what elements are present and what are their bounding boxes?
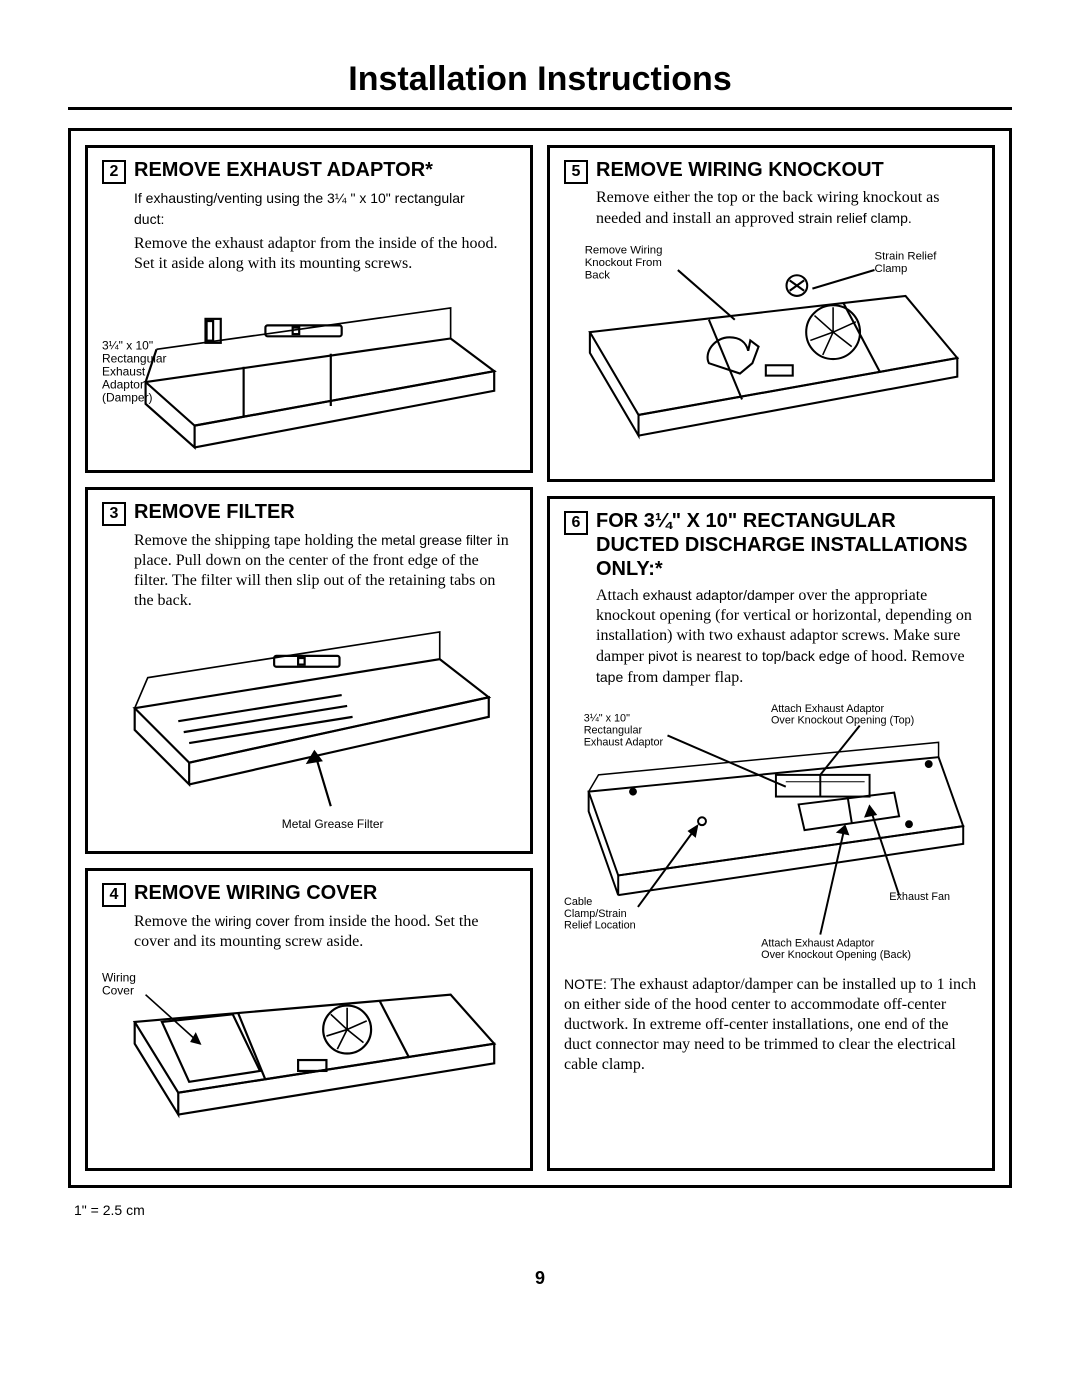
- step-3-header: 3 REMOVE FILTER: [102, 500, 516, 526]
- step-4-text-b: wiring cover: [215, 913, 290, 929]
- step-5-header: 5 REMOVE WIRING KNOCKOUT: [564, 158, 978, 184]
- step-6-number: 6: [564, 511, 588, 535]
- step-2-card: 2 REMOVE EXHAUST ADAPTOR* If exhausting/…: [85, 145, 533, 473]
- step-2-cond-a: If exhausting/venting using the 3¼: [134, 190, 346, 206]
- step-5-label-a2: Knockout From: [585, 257, 662, 269]
- left-column: 2 REMOVE EXHAUST ADAPTOR* If exhausting/…: [85, 145, 533, 1171]
- step-2-number: 2: [102, 160, 126, 184]
- step-2-label-3: Exhaust: [102, 365, 146, 379]
- step-4-body: Remove the wiring cover from inside the …: [134, 911, 516, 952]
- s6-a: Attach: [596, 587, 643, 604]
- step-4-header: 4 REMOVE WIRING COVER: [102, 881, 516, 907]
- step-3-figure: Metal Grease Filter: [102, 621, 516, 839]
- step-3-text-a: Remove the shipping tape holding the: [134, 532, 381, 549]
- step-4-figure: Wiring Cover: [102, 962, 516, 1153]
- s6-lab-bl3: Relief Location: [564, 919, 636, 931]
- step-2-body: If exhausting/venting using the 3¼ " x 1…: [134, 188, 516, 274]
- s6-lab-bl2: Clamp/Strain: [564, 908, 627, 920]
- s6-g: of hood. Remove: [850, 648, 965, 665]
- step-5-text-b: strain relief clamp.: [798, 210, 912, 226]
- step-3-body: Remove the shipping tape holding the met…: [134, 530, 516, 611]
- footnote: 1" = 2.5 cm: [74, 1202, 1012, 1218]
- step-6-figure: 3¼" x 10" Rectangular Exhaust Adaptor At…: [564, 698, 978, 964]
- step-2-title: REMOVE EXHAUST ADAPTOR*: [134, 158, 433, 182]
- step-2-cond-c: duct:: [134, 211, 164, 227]
- s6-e: is nearest to: [678, 648, 762, 665]
- step-3-title: REMOVE FILTER: [134, 500, 295, 524]
- s6-h: tape: [596, 669, 623, 685]
- step-3-caption: Metal Grease Filter: [282, 817, 384, 831]
- step-5-label-a3: Back: [585, 269, 611, 281]
- step-4-title: REMOVE WIRING COVER: [134, 881, 377, 905]
- step-4-number: 4: [102, 883, 126, 907]
- step-2-label-4: Adaptor: [102, 378, 144, 392]
- step-6-card: 6 FOR 3¼" X 10" RECTANGULAR DUCTED DISCH…: [547, 496, 995, 1171]
- step-2-figure: 3¼" x 10" Rectangular Exhaust Adaptor (D…: [102, 284, 516, 458]
- s6-lab-tl1: 3¼" x 10": [584, 712, 630, 724]
- step-6-header: 6 FOR 3¼" X 10" RECTANGULAR DUCTED DISCH…: [564, 509, 978, 581]
- step-5-label-b2: Clamp: [874, 263, 907, 275]
- step-3-number: 3: [102, 502, 126, 526]
- title-rule: [68, 107, 1012, 110]
- step-2-cond-b: " x 10" rectangular: [350, 190, 464, 206]
- step-6-note: NOTE: The exhaust adaptor/damper can be …: [564, 974, 978, 1075]
- step-3-card: 3 REMOVE FILTER Remove the shipping tape…: [85, 487, 533, 854]
- s6-i: from damper flap.: [623, 669, 743, 686]
- page-number: 9: [68, 1268, 1012, 1289]
- s6-lab-br2: Over Knockout Opening (Back): [761, 949, 911, 961]
- outer-frame: 2 REMOVE EXHAUST ADAPTOR* If exhausting/…: [68, 128, 1012, 1188]
- step-5-body: Remove either the top or the back wiring…: [596, 188, 978, 229]
- step-4-label-2: Cover: [102, 984, 134, 998]
- step-4-text-a: Remove the: [134, 913, 215, 930]
- step-5-label-a1: Remove Wiring: [585, 244, 663, 256]
- step-5-figure: Remove Wiring Knockout From Back Strain …: [564, 239, 978, 467]
- s6-note-body: The exhaust adaptor/damper can be instal…: [564, 976, 976, 1073]
- page-title: Installation Instructions: [68, 60, 1012, 99]
- step-2-label-2: Rectangular: [102, 351, 167, 365]
- step-2-header: 2 REMOVE EXHAUST ADAPTOR*: [102, 158, 516, 184]
- s6-lab-br-t: Exhaust Fan: [889, 891, 950, 903]
- step-2-label-1: 3¼" x 10": [102, 338, 153, 352]
- s6-lab-tr2: Over Knockout Opening (Top): [771, 714, 914, 726]
- step-5-number: 5: [564, 160, 588, 184]
- step-6-body: Attach exhaust adaptor/damper over the a…: [596, 585, 978, 688]
- s6-note-lead: NOTE:: [564, 976, 607, 992]
- step-5-title: REMOVE WIRING KNOCKOUT: [596, 158, 884, 182]
- step-3-text-b: metal grease filter: [381, 532, 492, 548]
- s6-lab-tl3: Exhaust Adaptor: [584, 736, 664, 748]
- step-6-title: FOR 3¼" X 10" RECTANGULAR DUCTED DISCHAR…: [596, 509, 978, 581]
- step-4-label-1: Wiring: [102, 971, 136, 985]
- step-5-card: 5 REMOVE WIRING KNOCKOUT Remove either t…: [547, 145, 995, 482]
- page: Installation Instructions 2 REMOVE EXHAU…: [0, 0, 1080, 1397]
- s6-lab-br1: Attach Exhaust Adaptor: [761, 937, 875, 949]
- step-4-card: 4 REMOVE WIRING COVER Remove the wiring …: [85, 868, 533, 1171]
- step-2-label-5: (Damper): [102, 391, 153, 405]
- step-5-label-b1: Strain Relief: [874, 251, 937, 263]
- s6-b: exhaust adaptor/damper: [643, 587, 795, 603]
- step-2-text: Remove the exhaust adaptor from the insi…: [134, 234, 516, 274]
- s6-lab-tr1: Attach Exhaust Adaptor: [771, 702, 885, 714]
- right-column: 5 REMOVE WIRING KNOCKOUT Remove either t…: [547, 145, 995, 1171]
- s6-f: top/back edge: [762, 648, 850, 664]
- s6-d: pivot: [648, 648, 678, 664]
- s6-lab-tl2: Rectangular: [584, 724, 643, 736]
- s6-lab-bl1: Cable: [564, 896, 592, 908]
